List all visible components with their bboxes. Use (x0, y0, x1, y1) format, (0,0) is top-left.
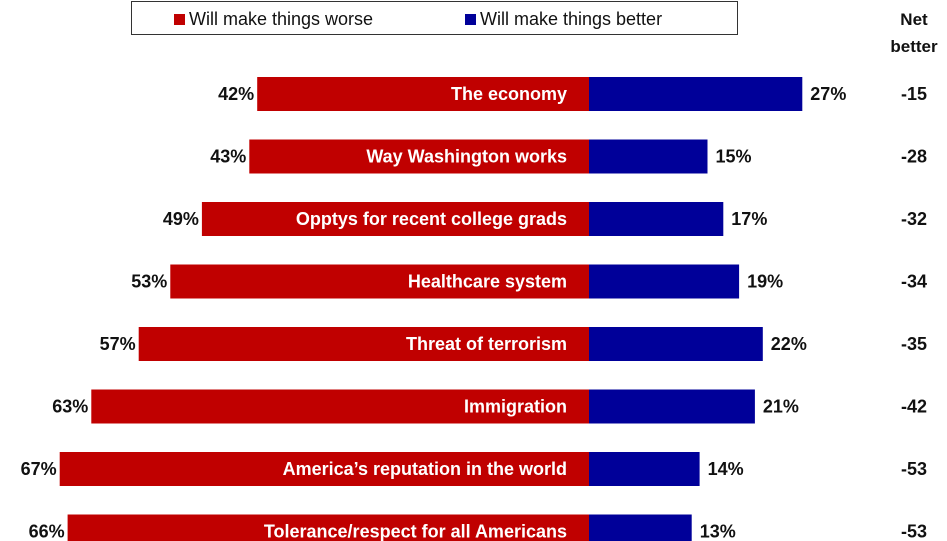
better-bar (589, 327, 763, 361)
category-label: Way Washington works (366, 147, 567, 167)
category-label: Opptys for recent college grads (296, 209, 567, 229)
worse-bar (138, 327, 589, 361)
worse-bar (91, 389, 590, 424)
better-value-label: 19% (747, 272, 783, 292)
legend-label-worse: Will make things worse (189, 8, 374, 29)
net-better-value: -28 (901, 147, 927, 167)
worse-value-label: 53% (131, 272, 167, 292)
better-bar (589, 514, 692, 541)
legend-swatch-better (465, 13, 476, 25)
legend-swatch-worse (174, 13, 185, 25)
category-label: Threat of terrorism (406, 334, 567, 354)
category-label: Immigration (464, 397, 567, 417)
category-label: Healthcare system (408, 272, 567, 292)
net-better-value: -53 (901, 522, 927, 541)
better-bar (589, 452, 700, 486)
net-better-value: -35 (901, 334, 927, 354)
net-better-value: -53 (901, 459, 927, 479)
worse-value-label: 42% (218, 84, 254, 104)
net-better-header: Net better (884, 6, 944, 60)
better-value-label: 17% (731, 209, 767, 229)
net-better-value: -15 (901, 84, 927, 104)
net-better-value: -34 (901, 272, 927, 292)
worse-bar (67, 514, 590, 541)
better-value-label: 27% (810, 84, 846, 104)
better-value-label: 15% (716, 147, 752, 167)
worse-value-label: 66% (29, 522, 65, 541)
worse-value-label: 63% (52, 397, 88, 417)
better-bar (589, 264, 740, 299)
better-value-label: 14% (708, 459, 744, 479)
category-label: America’s reputation in the world (283, 459, 567, 479)
legend-item-worse: Will make things worse (174, 2, 373, 36)
worse-bar (257, 77, 589, 111)
worse-bar (201, 202, 589, 236)
worse-value-label: 57% (100, 334, 136, 354)
worse-bar (170, 264, 590, 299)
worse-bar (59, 452, 589, 486)
net-header-line2: better (890, 37, 938, 56)
better-bar (589, 202, 724, 236)
better-value-label: 13% (700, 522, 736, 541)
net-better-value: -32 (901, 209, 927, 229)
better-value-label: 22% (771, 334, 807, 354)
better-bar (589, 389, 755, 424)
worse-value-label: 49% (163, 209, 199, 229)
net-better-value: -42 (901, 397, 927, 417)
better-value-label: 21% (763, 397, 799, 417)
category-label: The economy (451, 84, 567, 104)
category-label: Tolerance/respect for all Americans (264, 522, 567, 541)
better-bar (589, 139, 708, 174)
worse-value-label: 67% (21, 459, 57, 479)
chart-legend: Will make things worse Will make things … (131, 1, 738, 35)
legend-label-better: Will make things better (480, 8, 663, 29)
legend-item-better: Will make things better (465, 2, 662, 36)
worse-bar (249, 139, 590, 174)
net-header-line1: Net (900, 10, 928, 29)
better-bar (589, 77, 803, 111)
worse-value-label: 43% (210, 147, 246, 167)
